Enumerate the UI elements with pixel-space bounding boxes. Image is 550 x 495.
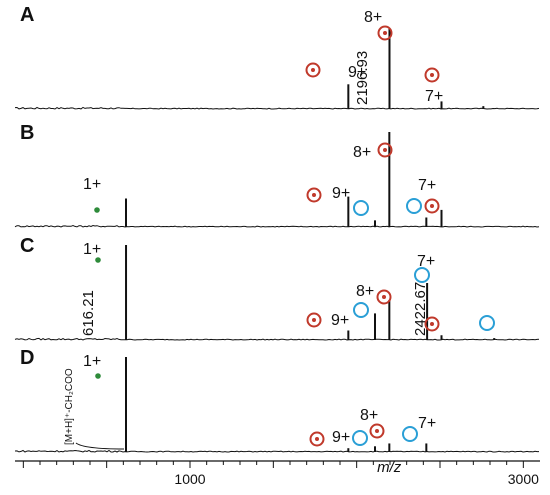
dot-circle-marker-dot (383, 148, 387, 152)
spectrum-baseline (14, 337, 540, 341)
charge-label: 1+ (83, 353, 101, 370)
panel-d: D 1+ [M+H]⁺-CH₂COO 9+ 8+ 7+ (14, 347, 539, 453)
charge-label: 9+ (332, 429, 350, 446)
dot-circle-marker-ring (424, 67, 440, 83)
dot-circle-marker-ring (306, 312, 322, 328)
open-circle-marker (353, 302, 369, 318)
dot-circle-marker-ring (309, 431, 325, 447)
charge-label: 7+ (417, 253, 435, 270)
charge-label: 9+ (332, 185, 350, 202)
charge-label: 9+ (331, 312, 349, 329)
dot-circle-marker-dot (311, 68, 315, 72)
x-axis-title: m/z (377, 459, 402, 476)
open-circle-marker (414, 267, 430, 283)
dot-circle-marker-dot (312, 193, 316, 197)
dot-circle-marker-dot (315, 437, 319, 441)
dot-circle-marker-dot (312, 318, 316, 322)
panel-label: C (20, 235, 34, 257)
charge-label: 1+ (83, 241, 101, 258)
dot-circle-marker-dot (382, 295, 386, 299)
note-bracket (75, 442, 125, 450)
spectrum-baseline (14, 449, 539, 453)
charge-label: 1+ (83, 176, 101, 193)
x-tick-label: 1000 (174, 471, 205, 487)
panel-b: B 1+ 9+ 8+ 7+ (14, 122, 540, 228)
mass-label: 2196.93 (354, 51, 371, 105)
mass-label: 616.21 (80, 290, 97, 336)
panel-label: D (20, 347, 34, 369)
green-dot-marker (94, 207, 100, 213)
dot-circle-marker-ring (424, 198, 440, 214)
fragment-note: [M+H]⁺-CH₂COO (64, 368, 75, 445)
charge-label: 7+ (418, 415, 436, 432)
charge-label: 8+ (353, 144, 371, 161)
dot-circle-marker-ring (424, 316, 440, 332)
dot-circle-marker-dot (430, 73, 434, 77)
open-circle-marker (479, 315, 495, 331)
dot-circle-marker-ring (377, 25, 393, 41)
charge-label: 8+ (364, 9, 382, 26)
x-tick-label: 3000 (508, 471, 539, 487)
charge-label: 7+ (418, 177, 436, 194)
spectrum-baseline (14, 224, 540, 228)
green-dot-marker (95, 257, 101, 263)
spectrum-baseline (14, 106, 540, 110)
dot-circle-marker-dot (430, 322, 434, 326)
charge-label: 7+ (425, 88, 443, 105)
open-circle-marker (402, 426, 418, 442)
panel-label: B (20, 122, 34, 144)
dot-circle-marker-ring (376, 289, 392, 305)
dot-circle-marker-ring (377, 142, 393, 158)
panel-label: A (20, 4, 34, 26)
panel-a: A 9+ 8+ 2196.93 7+ (14, 4, 540, 110)
charge-label: 8+ (360, 407, 378, 424)
green-dot-marker (95, 373, 101, 379)
dot-circle-marker-dot (383, 31, 387, 35)
dot-circle-marker-dot (375, 429, 379, 433)
dot-circle-marker-ring (306, 187, 322, 203)
open-circle-marker (406, 198, 422, 214)
panel-c: C 1+616.21 9+8+7+2422.67 (14, 235, 540, 341)
dot-circle-marker-ring (305, 62, 321, 78)
charge-label: 8+ (356, 283, 374, 300)
dot-circle-marker-dot (430, 204, 434, 208)
open-circle-marker (353, 200, 369, 216)
open-circle-marker (352, 430, 368, 446)
dot-circle-marker-ring (369, 423, 385, 439)
charge-label: 9+ (348, 64, 366, 81)
